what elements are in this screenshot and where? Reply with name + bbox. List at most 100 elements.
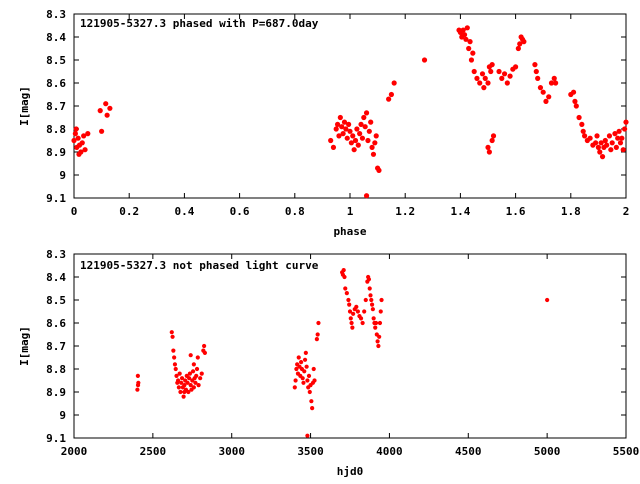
data-point: [468, 57, 475, 63]
data-point: [576, 114, 582, 121]
data-point: [340, 131, 346, 137]
data-point: [377, 320, 383, 326]
x-tick-label: 1.2: [395, 205, 415, 218]
data-point: [370, 307, 375, 312]
data-point: [388, 91, 394, 98]
data-point: [355, 142, 361, 148]
data-point: [312, 378, 317, 383]
data-point: [367, 286, 372, 291]
data-point: [347, 128, 353, 134]
data-point: [305, 378, 310, 383]
phased-light-curve-panel: 0 0.2 0.4 0.6 0.8 1 1.2 1.4 1.6 1.8 2 8.3 8.4 8.5 8.6 8…: [18, 8, 629, 238]
x-tick-label: 2000: [61, 445, 88, 458]
data-point: [594, 133, 600, 139]
data-point: [336, 133, 342, 139]
y-tick-label: 8.4: [46, 271, 66, 284]
data-point: [609, 140, 615, 146]
y-tick-label: 8.5: [46, 54, 66, 67]
x-tick-label: 4000: [376, 445, 403, 458]
y-tick-label: 8.6: [46, 77, 66, 90]
data-point: [79, 140, 85, 146]
data-point: [489, 62, 495, 68]
data-point: [303, 350, 308, 355]
data-point: [604, 142, 610, 148]
data-point: [489, 137, 495, 144]
data-point: [193, 380, 198, 385]
data-point: [464, 25, 470, 31]
data-point: [620, 147, 626, 153]
data-point: [352, 137, 359, 144]
data-point: [194, 373, 199, 378]
data-point: [194, 366, 200, 372]
data-point: [616, 128, 622, 134]
data-point: [470, 50, 476, 56]
data-point: [294, 366, 299, 372]
data-point: [371, 316, 376, 321]
y-tick-label: 8.8: [46, 123, 66, 136]
data-point: [572, 98, 578, 104]
data-point: [460, 27, 466, 33]
data-point: [202, 343, 207, 349]
plot-frame: [73, 253, 627, 439]
data-point: [191, 385, 196, 390]
data-point: [174, 373, 179, 378]
data-point: [72, 131, 78, 137]
data-point: [343, 126, 349, 132]
data-point: [373, 325, 378, 330]
data-point: [171, 348, 176, 353]
data-point: [501, 71, 508, 77]
data-point: [363, 110, 370, 116]
y-tick-label: 8.4: [46, 31, 66, 44]
data-point: [188, 353, 193, 358]
data-point: [622, 126, 628, 132]
data-point: [309, 399, 314, 404]
data-point: [348, 316, 353, 321]
data-point: [302, 357, 308, 362]
x-tick-label: 3000: [218, 445, 245, 458]
data-point: [485, 80, 491, 86]
data-point: [307, 389, 312, 395]
data-point: [386, 96, 392, 102]
data-point: [540, 89, 546, 95]
data-point: [176, 385, 181, 390]
data-point: [75, 135, 81, 141]
data-point: [344, 291, 349, 296]
data-point: [375, 339, 380, 344]
x-tick-label: 5000: [534, 445, 561, 458]
data-point: [103, 101, 109, 107]
data-point: [548, 80, 555, 86]
data-point: [597, 149, 603, 155]
data-point: [179, 380, 184, 385]
data-point: [521, 39, 527, 45]
y-tick-label: 8.5: [46, 294, 66, 307]
data-point: [357, 131, 363, 137]
x-tick-label: 2: [623, 205, 630, 218]
data-point: [301, 380, 306, 385]
data-point: [296, 355, 301, 360]
data-point: [580, 128, 586, 134]
data-point: [369, 302, 375, 307]
data-point: [104, 112, 110, 118]
data-point: [377, 334, 382, 339]
data-point: [368, 293, 373, 298]
data-point: [196, 383, 201, 388]
x-tick-label: 1.4: [450, 205, 470, 218]
data-point: [515, 45, 521, 52]
data-point: [373, 133, 379, 139]
data-point: [362, 309, 367, 314]
x-tick-label: 1: [347, 205, 354, 218]
data-point: [376, 343, 381, 349]
data-point: [479, 71, 486, 77]
data-point: [311, 366, 316, 372]
data-point: [612, 131, 618, 137]
data-point: [602, 137, 608, 144]
data-point: [172, 362, 178, 367]
data-point: [359, 135, 366, 141]
data-point: [379, 297, 384, 303]
data-point: [593, 140, 599, 146]
data-point: [339, 124, 345, 130]
data-point: [328, 137, 334, 144]
data-point: [363, 193, 370, 199]
